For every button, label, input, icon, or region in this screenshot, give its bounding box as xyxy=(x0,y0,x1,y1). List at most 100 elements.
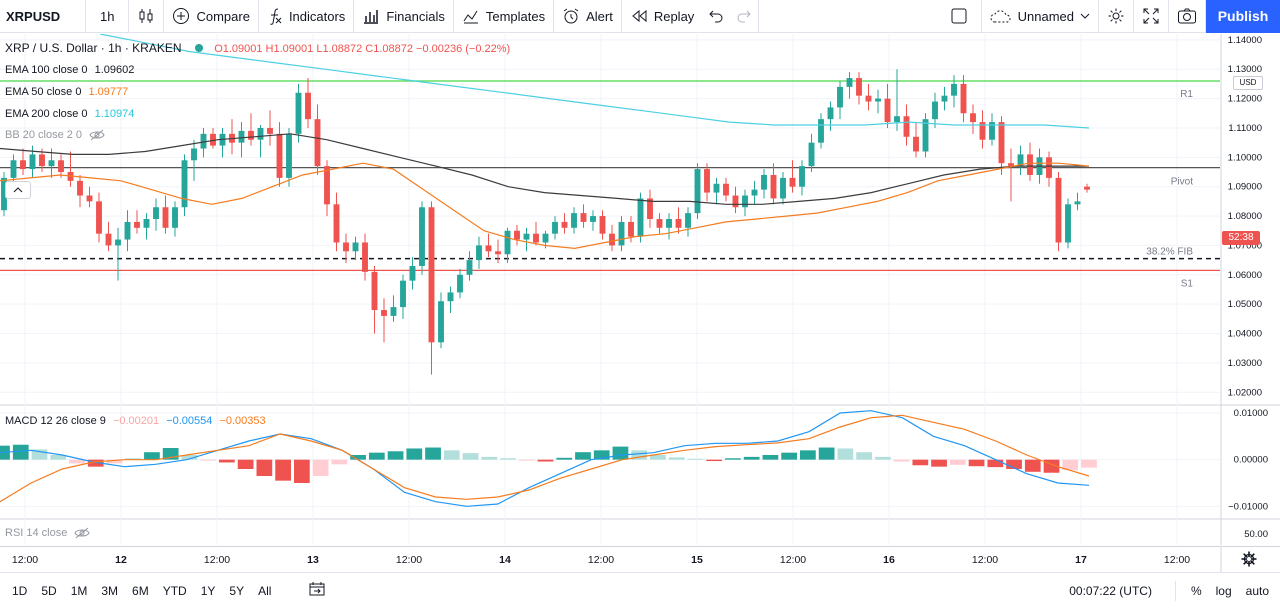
range-button-all[interactable]: All xyxy=(258,583,272,598)
eye-hidden-icon[interactable] xyxy=(89,129,105,141)
macd-histogram-bar xyxy=(256,459,273,476)
legend-collapse-button[interactable] xyxy=(5,181,31,199)
candle xyxy=(865,83,872,111)
candle-body xyxy=(970,113,976,123)
candle-body xyxy=(609,233,615,246)
layout-menu[interactable]: Unnamed xyxy=(982,0,1099,33)
candle xyxy=(504,227,511,264)
chart-area[interactable]: 1.14000 1.13000 1.12000 1.11000 1.10000 1.090… xyxy=(0,34,1280,545)
candle-body xyxy=(884,98,891,123)
macd-histogram-bar xyxy=(481,456,498,460)
price-tick-label: 1.14000 xyxy=(1228,35,1262,46)
pivot-label: Pivot xyxy=(1171,177,1193,188)
rsi-legend[interactable]: RSI 14 close xyxy=(5,527,90,539)
candle xyxy=(1027,142,1033,181)
goto-date-button[interactable] xyxy=(302,582,332,599)
range-button-1d[interactable]: 1D xyxy=(12,583,28,598)
candle xyxy=(694,163,701,219)
time-tick-label: 12:00 xyxy=(396,554,422,566)
ema100-legend[interactable]: EMA 100 close 0 1.09602 xyxy=(5,64,138,76)
top-toolbar: XRPUSD 1h Compare Indicators Financials … xyxy=(0,0,1280,33)
candle xyxy=(409,257,416,290)
candle-body xyxy=(533,233,539,243)
candle-body xyxy=(1,177,7,211)
time-tick-label: 12:00 xyxy=(1164,554,1190,566)
axis-settings-gear-icon[interactable] xyxy=(1241,551,1257,567)
candle-body xyxy=(495,251,501,255)
macd-legend[interactable]: MACD 12 26 close 9 −0.00201 −0.00554 −0.… xyxy=(5,415,270,427)
compare-button[interactable]: Compare xyxy=(164,0,259,33)
candle-body xyxy=(172,207,178,228)
time-axis[interactable]: 12:00 12 12:00 13 12:00 14 12:00 15 12:00 16 12:00… xyxy=(0,546,1280,572)
candle-body xyxy=(941,95,948,102)
redo-button[interactable] xyxy=(730,0,760,33)
replay-button[interactable]: Replay xyxy=(622,0,702,33)
macd-histogram-bar xyxy=(856,452,872,460)
price-tick-label: 1.04000 xyxy=(1228,329,1262,340)
ema50-value: 1.09777 xyxy=(88,86,129,98)
price-tick-label: 1.09000 xyxy=(1228,182,1262,193)
macd-histogram-bar xyxy=(931,459,947,467)
publish-button[interactable]: Publish xyxy=(1206,0,1280,33)
price-chart[interactable]: 1.14000 1.13000 1.12000 1.11000 1.10000 1.090… xyxy=(0,34,1280,545)
range-button-ytd[interactable]: YTD xyxy=(162,583,187,598)
financials-button[interactable]: Financials xyxy=(354,0,454,33)
indicators-button[interactable]: Indicators xyxy=(259,0,355,33)
range-button-1m[interactable]: 1M xyxy=(70,583,88,598)
alert-button[interactable]: Alert xyxy=(554,0,622,33)
candle-body xyxy=(951,83,957,96)
macd-histogram-bar xyxy=(949,459,966,465)
ema50-legend[interactable]: EMA 50 close 0 1.09777 xyxy=(5,86,132,98)
candle xyxy=(400,274,406,319)
snapshot-button[interactable] xyxy=(1169,0,1206,33)
camera-icon xyxy=(1178,8,1196,24)
currency-selector[interactable]: USD xyxy=(1233,76,1263,90)
candle-body xyxy=(561,221,568,228)
candle xyxy=(552,216,558,240)
ema200-legend[interactable]: EMA 200 close 0 1.10974 xyxy=(5,108,138,120)
candle-body xyxy=(447,292,454,302)
timezone-clock[interactable]: 00:07:22 (UTC) xyxy=(1069,583,1152,598)
candle xyxy=(48,148,55,178)
candle xyxy=(1084,183,1090,193)
range-button-5d[interactable]: 5D xyxy=(41,583,57,598)
candle-body xyxy=(979,122,986,140)
fullscreen-toggle[interactable] xyxy=(937,0,982,33)
candle xyxy=(191,139,197,181)
candle-body xyxy=(485,245,492,252)
bb-legend[interactable]: BB 20 close 2 0 xyxy=(5,129,105,141)
range-button-6m[interactable]: 6M xyxy=(132,583,149,598)
log-toggle[interactable]: log xyxy=(1215,583,1232,598)
undo-button[interactable] xyxy=(702,0,730,33)
candle-body xyxy=(333,204,340,243)
candle-body xyxy=(504,230,511,255)
templates-button[interactable]: Templates xyxy=(454,0,555,33)
range-button-1y[interactable]: 1Y xyxy=(200,583,216,598)
settings-button[interactable] xyxy=(1099,0,1134,33)
macd-histogram-bar xyxy=(968,459,985,467)
eye-hidden-icon[interactable] xyxy=(74,527,90,539)
chart-type-button[interactable] xyxy=(129,0,165,33)
candle xyxy=(533,221,539,246)
candle-body xyxy=(780,177,786,199)
percent-toggle[interactable]: % xyxy=(1190,583,1202,598)
price-tick-label: 1.05000 xyxy=(1228,299,1262,310)
rewind-icon xyxy=(632,9,647,23)
symbol-search[interactable]: XRPUSD xyxy=(0,0,86,33)
candle-body xyxy=(86,195,93,202)
range-button-3m[interactable]: 3M xyxy=(101,583,119,598)
price-tick-label: 1.10000 xyxy=(1228,152,1262,163)
candle xyxy=(200,127,207,158)
interval-button[interactable]: 1h xyxy=(86,0,130,33)
range-button-5y[interactable]: 5Y xyxy=(229,583,245,598)
candle xyxy=(808,133,815,173)
auto-toggle[interactable]: auto xyxy=(1245,583,1269,598)
candle-body xyxy=(371,271,378,311)
ema100-label: EMA 100 close 0 xyxy=(5,64,88,76)
candle-body xyxy=(476,245,482,261)
candle xyxy=(105,221,112,252)
candle xyxy=(305,78,311,128)
candle xyxy=(884,83,891,128)
candle-body xyxy=(162,207,169,228)
fullscreen-button[interactable] xyxy=(1134,0,1169,33)
